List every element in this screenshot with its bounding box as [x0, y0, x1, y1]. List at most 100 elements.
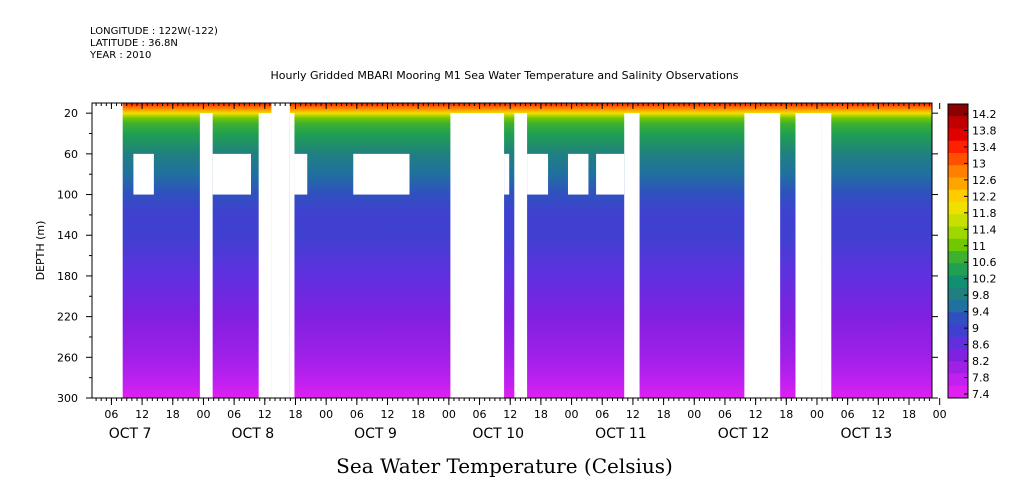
missing-data-region — [271, 103, 290, 398]
colorbar-label: 13 — [972, 157, 986, 170]
y-tick-label: 300 — [57, 392, 78, 405]
x-day-label: OCT 9 — [354, 426, 397, 442]
colorbar-label: 10.6 — [972, 256, 997, 269]
x-hour-label: 06 — [595, 408, 609, 421]
chart-title: Hourly Gridded MBARI Mooring M1 Sea Wate… — [270, 69, 739, 82]
missing-data-region — [795, 113, 822, 398]
y-tick-label: 260 — [57, 351, 78, 364]
y-axis-title: DEPTH (m) — [34, 221, 47, 281]
missing-data-region — [133, 153, 154, 195]
colorbar-label: 8.2 — [972, 355, 990, 368]
colorbar-label: 7.8 — [972, 372, 990, 385]
colorbar-swatch — [948, 300, 968, 313]
y-tick-label: 100 — [57, 189, 78, 202]
x-hour-label: 06 — [227, 408, 241, 421]
colorbar-swatch — [948, 263, 968, 276]
x-day-label: OCT 12 — [718, 426, 770, 442]
colorbar-swatch — [948, 140, 968, 154]
missing-data-region — [567, 153, 589, 195]
missing-data-region — [514, 113, 528, 398]
latitude-label: LATITUDE : 36.8N — [90, 38, 178, 49]
colorbar-swatch — [948, 165, 968, 178]
colorbar-swatch — [948, 251, 968, 264]
x-day-label: OCT 13 — [841, 426, 893, 442]
colorbar-swatch — [948, 128, 968, 142]
x-hour-label: 12 — [503, 408, 517, 421]
colorbar-swatch — [948, 116, 968, 129]
y-tick-label: 20 — [64, 107, 78, 120]
colorbar-swatch — [948, 177, 968, 191]
x-hour-label: 18 — [534, 408, 548, 421]
colorbar-swatch — [948, 153, 968, 166]
y-tick-label: 60 — [64, 148, 78, 161]
colorbar-label: 11.8 — [972, 207, 997, 220]
x-hour-label: 00 — [442, 408, 456, 421]
colorbar-label: 11.4 — [972, 223, 997, 236]
x-hour-label: 06 — [718, 408, 732, 421]
year-label: YEAR : 2010 — [90, 50, 152, 61]
x-hour-label: 12 — [381, 408, 395, 421]
x-hour-label: 18 — [288, 408, 302, 421]
x-hour-label: 00 — [687, 408, 701, 421]
missing-data-region — [212, 153, 252, 195]
missing-data-region — [199, 113, 213, 398]
missing-data-region — [294, 153, 308, 195]
colorbar-swatch — [948, 104, 968, 117]
colorbar-swatch — [948, 214, 968, 227]
y-tick-label: 220 — [57, 311, 78, 324]
colorbar-label: 9.4 — [972, 306, 990, 319]
x-hour-label: 18 — [657, 408, 671, 421]
x-day-label: OCT 8 — [231, 426, 274, 442]
x-hour-label: 06 — [350, 408, 364, 421]
colorbar-swatch — [948, 238, 968, 252]
colorbar-swatch — [948, 385, 968, 399]
colorbar-swatch — [948, 287, 968, 301]
x-hour-label: 18 — [166, 408, 180, 421]
x-hour-label: 12 — [626, 408, 640, 421]
colorbar-swatch — [948, 336, 968, 350]
missing-data-region — [289, 113, 295, 398]
colorbar-swatch — [948, 361, 968, 374]
colorbar-swatch — [948, 189, 968, 203]
x-hour-label: 12 — [871, 408, 885, 421]
x-hour-label: 18 — [779, 408, 793, 421]
colorbar-swatch — [948, 373, 968, 387]
x-hour-label: 06 — [841, 408, 855, 421]
x-day-label: OCT 7 — [109, 426, 152, 442]
colorbar-label: 12.6 — [972, 174, 997, 187]
x-hour-label: 12 — [135, 408, 149, 421]
x-day-label: OCT 11 — [595, 426, 647, 442]
colorbar-label: 9.8 — [972, 289, 990, 302]
x-axis-title: Sea Water Temperature (Celsius) — [336, 454, 673, 478]
x-hour-label: 18 — [902, 408, 916, 421]
missing-data-region — [92, 103, 123, 398]
x-hour-label: 00 — [319, 408, 333, 421]
colorbar-swatch — [948, 275, 968, 289]
missing-data-region — [821, 113, 832, 398]
colorbar-label: 12.2 — [972, 190, 997, 203]
colorbar-swatch — [948, 312, 968, 325]
longitude-label: LONGITUDE : 122W(-122) — [90, 26, 218, 37]
x-hour-label: 12 — [749, 408, 763, 421]
colorbar-label: 11 — [972, 240, 986, 253]
colorbar-label: 14.2 — [972, 108, 997, 121]
colorbar-label: 7.4 — [972, 388, 990, 401]
x-hour-label: 18 — [411, 408, 425, 421]
colorbar-label: 10.2 — [972, 273, 997, 286]
colorbar-label: 8.6 — [972, 339, 990, 352]
x-hour-label: 00 — [565, 408, 579, 421]
colorbar-swatch — [948, 324, 968, 338]
missing-data-region — [624, 113, 640, 398]
x-day-label: OCT 10 — [472, 426, 524, 442]
colorbar-swatch — [948, 226, 968, 240]
missing-data-region — [596, 153, 625, 195]
x-hour-label: 06 — [104, 408, 118, 421]
colorbar-label: 9 — [972, 322, 979, 335]
y-tick-label: 180 — [57, 270, 78, 283]
x-hour-label: 06 — [473, 408, 487, 421]
missing-data-region — [450, 113, 505, 398]
missing-data-region — [258, 113, 272, 398]
x-hour-label: 00 — [810, 408, 824, 421]
colorbar-frame — [947, 103, 969, 399]
